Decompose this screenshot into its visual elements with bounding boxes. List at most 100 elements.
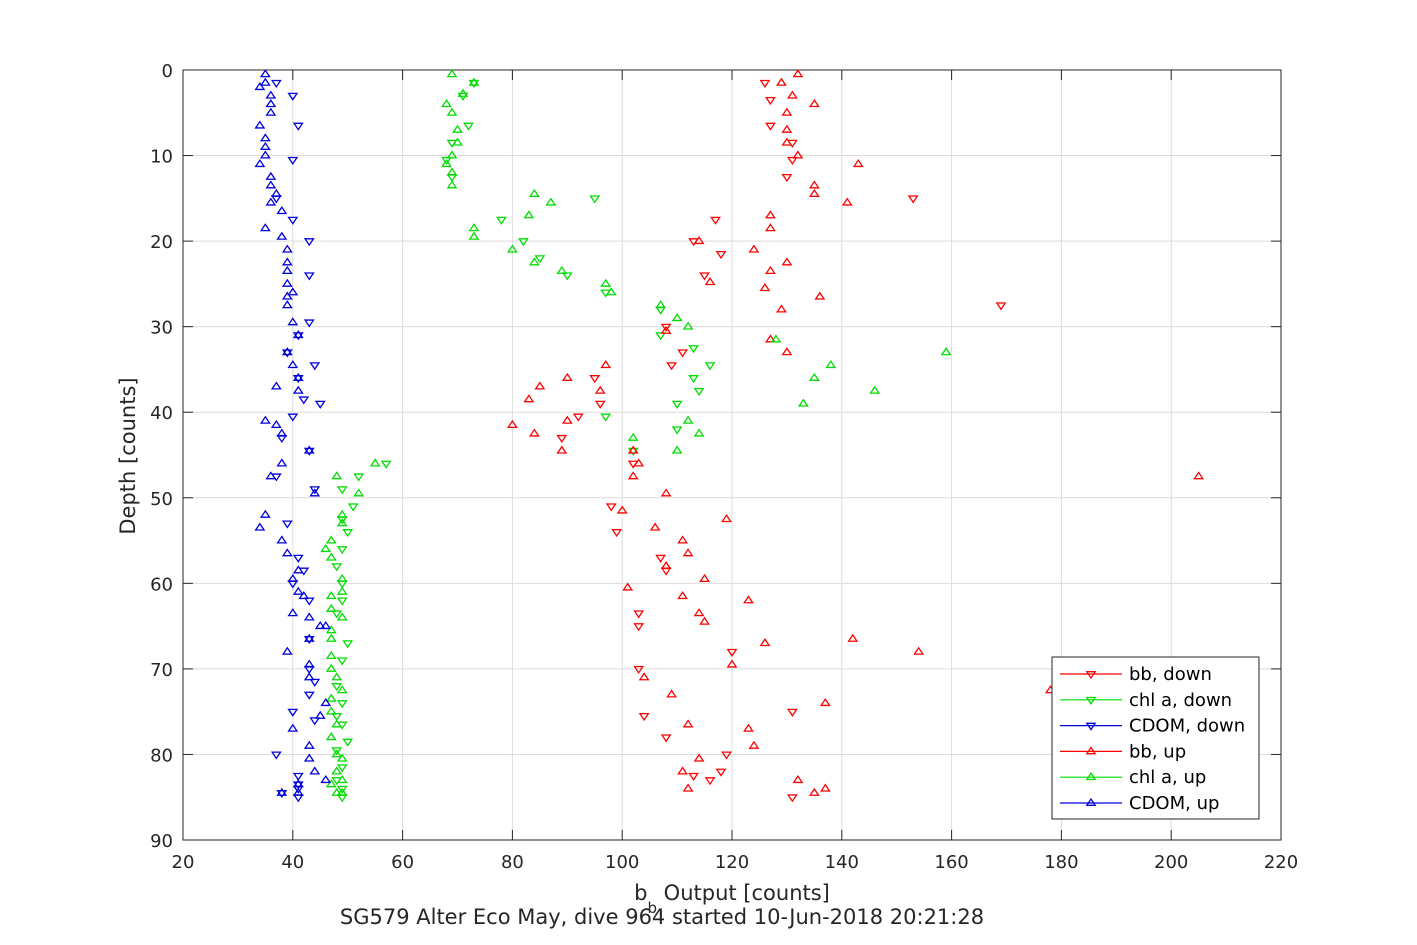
data-point — [287, 156, 299, 165]
data-point — [303, 753, 315, 762]
data-point — [265, 197, 277, 206]
data-point — [781, 124, 793, 133]
data-point — [792, 69, 804, 78]
data-point — [287, 723, 299, 732]
data-point — [666, 362, 678, 371]
data-point — [303, 691, 315, 700]
data-point — [649, 522, 661, 531]
data-point — [325, 552, 337, 561]
data-point — [298, 396, 310, 405]
data-point — [303, 740, 315, 749]
data-point — [292, 772, 304, 781]
data-point — [528, 428, 540, 437]
data-point — [556, 265, 568, 275]
data-point — [292, 122, 304, 131]
data-point — [682, 415, 694, 424]
data-point — [748, 244, 760, 253]
data-point — [331, 787, 343, 796]
data-point — [325, 693, 337, 702]
data-point — [309, 766, 321, 775]
data-point — [616, 505, 628, 514]
data-point — [292, 375, 304, 384]
data-point — [605, 287, 617, 296]
data-point — [682, 321, 694, 330]
data-point — [276, 458, 288, 467]
data-point — [259, 77, 271, 86]
x-tick-label: 220 — [1264, 852, 1298, 873]
data-point — [666, 689, 678, 698]
data-point — [506, 419, 518, 429]
data-point — [556, 445, 568, 454]
data-point — [309, 486, 321, 495]
data-point — [699, 272, 710, 281]
data-point — [765, 265, 776, 275]
y-tick-label: 20 — [150, 232, 173, 253]
data-point — [534, 255, 546, 264]
data-point — [572, 413, 584, 422]
data-point — [765, 223, 776, 232]
data-point — [342, 640, 354, 649]
data-point — [336, 774, 348, 784]
data-point — [259, 141, 271, 150]
data-point — [506, 244, 518, 253]
data-point — [627, 471, 639, 480]
data-point — [292, 332, 304, 341]
data-point — [325, 603, 337, 612]
data-point — [660, 325, 672, 334]
data-point — [347, 503, 359, 512]
data-point — [638, 712, 650, 722]
data-point — [292, 330, 304, 339]
data-point — [841, 197, 853, 206]
data-point — [303, 272, 315, 281]
data-point — [281, 349, 293, 358]
data-point — [765, 210, 776, 219]
data-point — [600, 360, 612, 369]
data-point — [660, 323, 672, 332]
data-point — [265, 99, 277, 108]
data-point — [825, 360, 837, 369]
data-point — [556, 434, 568, 444]
data-markers — [254, 69, 1205, 803]
data-point — [270, 381, 282, 390]
data-point — [633, 610, 645, 619]
data-point — [693, 428, 705, 437]
data-point — [748, 740, 760, 749]
data-point — [287, 216, 299, 225]
data-point — [270, 419, 282, 429]
data-point — [545, 197, 557, 206]
data-point — [281, 347, 293, 356]
data-point — [336, 486, 348, 495]
data-point — [600, 413, 612, 422]
data-point — [671, 312, 683, 322]
data-point — [721, 514, 732, 523]
data-point — [259, 69, 271, 78]
data-point — [441, 158, 452, 168]
legend-marker — [1085, 696, 1097, 705]
data-point — [336, 787, 348, 796]
data-point — [314, 620, 326, 630]
data-point — [265, 171, 277, 180]
x-tick-label: 140 — [825, 852, 859, 873]
data-point — [336, 685, 348, 694]
data-point — [688, 345, 699, 354]
x-tick-label: 200 — [1154, 852, 1188, 873]
data-point — [287, 608, 299, 617]
data-point — [633, 665, 645, 675]
data-point — [792, 150, 804, 159]
data-point — [655, 300, 667, 309]
data-point — [254, 158, 266, 168]
data-point — [655, 332, 667, 341]
data-point — [671, 426, 683, 435]
data-point — [940, 347, 952, 356]
data-point — [995, 302, 1007, 311]
data-point — [292, 565, 304, 574]
data-point — [303, 597, 315, 606]
data-point — [331, 766, 343, 775]
data-point — [281, 548, 293, 557]
data-point — [276, 206, 288, 215]
data-point — [913, 646, 925, 655]
x-tick-label: 120 — [715, 852, 749, 873]
data-point — [446, 167, 458, 176]
legend-label: CDOM, up — [1129, 793, 1219, 814]
data-point — [265, 180, 277, 189]
